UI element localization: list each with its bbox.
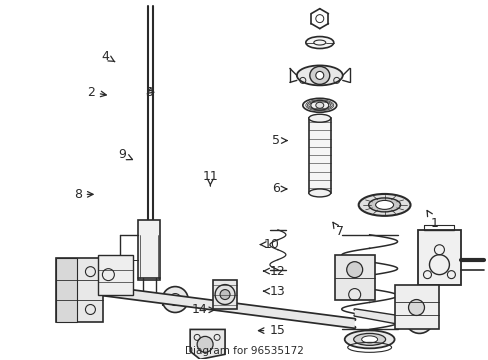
Text: 2: 2 <box>87 86 106 99</box>
Ellipse shape <box>405 306 432 333</box>
Ellipse shape <box>296 66 342 85</box>
Text: 4: 4 <box>102 50 115 63</box>
Text: 7: 7 <box>332 222 343 238</box>
Ellipse shape <box>169 293 181 306</box>
Ellipse shape <box>305 37 333 49</box>
Ellipse shape <box>375 201 393 210</box>
Ellipse shape <box>220 289 229 300</box>
Ellipse shape <box>344 330 394 348</box>
Circle shape <box>407 300 424 315</box>
Ellipse shape <box>368 198 400 212</box>
Bar <box>138 220 160 280</box>
Text: 12: 12 <box>263 265 285 278</box>
Text: 1: 1 <box>426 211 438 230</box>
Bar <box>56 258 103 323</box>
Text: 8: 8 <box>74 188 93 201</box>
Bar <box>56 258 77 323</box>
Text: 5: 5 <box>272 134 286 147</box>
Polygon shape <box>85 285 354 328</box>
Text: 10: 10 <box>260 238 279 251</box>
Ellipse shape <box>358 194 410 216</box>
Text: 11: 11 <box>202 170 218 186</box>
Bar <box>334 255 374 300</box>
Bar <box>417 230 461 285</box>
Polygon shape <box>190 329 224 359</box>
Ellipse shape <box>353 333 385 345</box>
Text: 14: 14 <box>191 303 214 316</box>
Circle shape <box>346 262 362 278</box>
Text: 13: 13 <box>263 285 285 298</box>
Bar <box>213 280 237 310</box>
Polygon shape <box>354 310 419 328</box>
Ellipse shape <box>308 189 330 197</box>
Text: Diagram for 96535172: Diagram for 96535172 <box>184 346 304 356</box>
Ellipse shape <box>361 336 377 343</box>
Ellipse shape <box>215 285 235 305</box>
Bar <box>394 285 439 329</box>
Bar <box>308 118 330 193</box>
Ellipse shape <box>302 98 336 112</box>
Ellipse shape <box>411 311 427 328</box>
Ellipse shape <box>309 67 329 84</box>
Ellipse shape <box>162 287 188 312</box>
Bar <box>98 255 133 294</box>
Text: 15: 15 <box>258 324 285 337</box>
Ellipse shape <box>315 71 323 80</box>
Ellipse shape <box>308 114 330 122</box>
Ellipse shape <box>315 102 323 108</box>
Text: 9: 9 <box>119 148 132 161</box>
Circle shape <box>197 336 213 352</box>
Text: 3: 3 <box>145 86 154 99</box>
Text: 6: 6 <box>272 183 286 195</box>
